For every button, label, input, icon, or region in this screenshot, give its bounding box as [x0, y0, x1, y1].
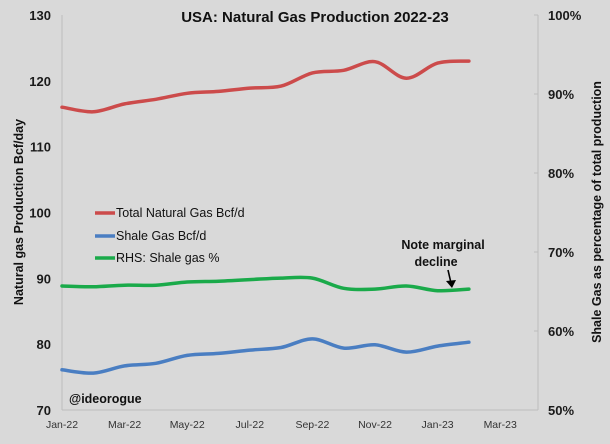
right-y-tick-label: 90%: [548, 87, 574, 102]
legend-label-total-gas: Total Natural Gas Bcf/d: [116, 206, 245, 220]
left-y-tick-label: 90: [37, 271, 51, 286]
left-y-tick-label: 130: [29, 8, 51, 23]
left-y-tick-label: 100: [29, 206, 51, 221]
x-tick-label: Jul-22: [235, 419, 264, 431]
right-y-tick-label: 50%: [548, 403, 574, 418]
x-tick-label: Mar-23: [484, 419, 517, 431]
annotation-line1: Note marginal: [401, 238, 484, 252]
legend-label-shale-pct: RHS: Shale gas %: [116, 251, 220, 265]
left-y-tick-label: 120: [29, 74, 51, 89]
series-group: [60, 59, 471, 375]
right-y-tick-label: 100%: [548, 8, 582, 23]
right-y-tick-label: 60%: [548, 324, 574, 339]
legend: Total Natural Gas Bcf/d Shale Gas Bcf/d …: [95, 206, 245, 265]
x-tick-label: Jan-23: [422, 419, 454, 431]
x-tick-label: Mar-22: [108, 419, 141, 431]
x-tick-label: Jan-22: [46, 419, 78, 431]
right-y-ticks: 50% 60% 70% 80% 90% 100%: [534, 8, 582, 418]
x-ticks: Jan-22 Mar-22 May-22 Jul-22 Sep-22 Nov-22 Jan-…: [46, 419, 517, 431]
x-tick-label: May-22: [170, 419, 205, 431]
right-y-tick-label: 80%: [548, 166, 574, 181]
right-axis-label: Shale Gas as percentage of total product…: [590, 81, 604, 343]
left-y-tick-label: 110: [30, 140, 51, 155]
left-y-ticks: 70 80 90 100 110 120 130: [29, 8, 51, 418]
left-y-tick-label: 70: [37, 403, 51, 418]
legend-label-shale-gas: Shale Gas Bcf/d: [116, 229, 206, 243]
series-total-natural-gas-line: [60, 59, 471, 114]
watermark: @ideorogue: [69, 392, 142, 406]
annotation-line2: decline: [414, 255, 457, 269]
chart-title: USA: Natural Gas Production 2022-23: [181, 9, 449, 26]
x-tick-label: Sep-22: [295, 419, 329, 431]
annotation-arrow-icon: [446, 269, 456, 288]
right-y-tick-label: 70%: [548, 245, 574, 260]
left-axis-label: Natural gas Production Bcf/day: [12, 119, 26, 305]
series-shale-gas-pct-line: [60, 275, 471, 293]
x-tick-label: Nov-22: [358, 419, 392, 431]
annotation: Note marginal decline: [401, 238, 485, 288]
series-shale-gas-line: [60, 337, 471, 375]
left-y-tick-label: 80: [37, 337, 51, 352]
